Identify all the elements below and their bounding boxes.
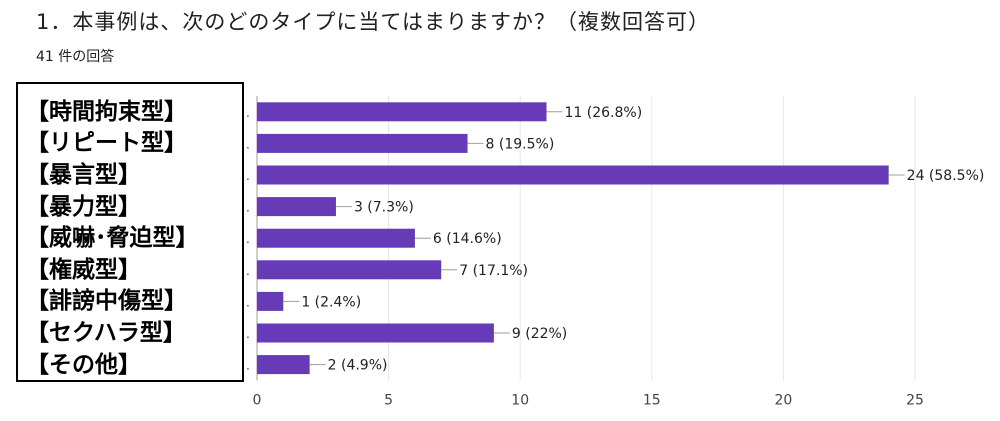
- bar: [257, 323, 494, 343]
- data-label: 6 (14.6%): [433, 231, 502, 247]
- category-label: 【暴力型】: [26, 193, 141, 220]
- y-tick-mark: .: [246, 169, 250, 183]
- category-label: 【時間拘束型】: [26, 98, 187, 125]
- x-tick-label: 10: [511, 392, 529, 408]
- x-tick-label: 0: [253, 392, 262, 408]
- data-label: 11 (26.8%): [565, 105, 643, 121]
- category-label: 【権威型】: [26, 256, 141, 283]
- bar: [257, 197, 336, 217]
- y-tick-mark: .: [246, 359, 250, 373]
- y-tick-mark: .: [246, 295, 250, 309]
- data-label: 9 (22%): [512, 326, 567, 342]
- category-label: 【セクハラ型】: [26, 320, 186, 346]
- bar: [257, 291, 284, 311]
- category-label: 【威嚇･脅迫型】: [26, 225, 199, 252]
- bar: [257, 355, 310, 375]
- y-tick-mark: .: [246, 327, 250, 341]
- category-label: 【その他】: [26, 351, 141, 378]
- data-label: 2 (4.9%): [328, 358, 388, 374]
- x-tick-label: 15: [643, 392, 661, 408]
- bar: [257, 260, 442, 280]
- y-tick-mark: .: [246, 264, 250, 278]
- question-title: 1．本事例は、次のどのタイプに当てはまりますか？（複数回答可）: [36, 10, 710, 34]
- category-label: 【誹謗中傷型】: [26, 288, 187, 315]
- category-label: 【リピート型】: [26, 130, 187, 157]
- bar: [257, 133, 468, 153]
- category-label-panel: 【時間拘束型】 【リピート型】 【暴言型】【暴力型】【威嚇･脅迫型】 【権威型】【誹謗…: [16, 82, 244, 382]
- response-count: 41 件の回答: [36, 49, 115, 65]
- y-tick-mark: .: [246, 106, 250, 120]
- data-label: 3 (7.3%): [354, 200, 414, 216]
- y-tick-mark: .: [246, 201, 250, 215]
- data-label: 8 (19.5%): [486, 136, 555, 152]
- bar: [257, 228, 415, 248]
- x-tick-label: 25: [906, 392, 924, 408]
- bar: [257, 165, 889, 185]
- data-label: 24 (58.5%): [907, 168, 985, 184]
- y-tick-mark: .: [246, 232, 250, 246]
- data-label: 1 (2.4%): [301, 294, 361, 310]
- x-tick-label: 20: [774, 392, 792, 408]
- category-label: 【暴言型】: [26, 162, 141, 188]
- bar: [257, 102, 547, 122]
- y-tick-mark: .: [246, 137, 250, 151]
- x-tick-label: 5: [384, 392, 393, 408]
- data-label: 7 (17.1%): [459, 263, 528, 279]
